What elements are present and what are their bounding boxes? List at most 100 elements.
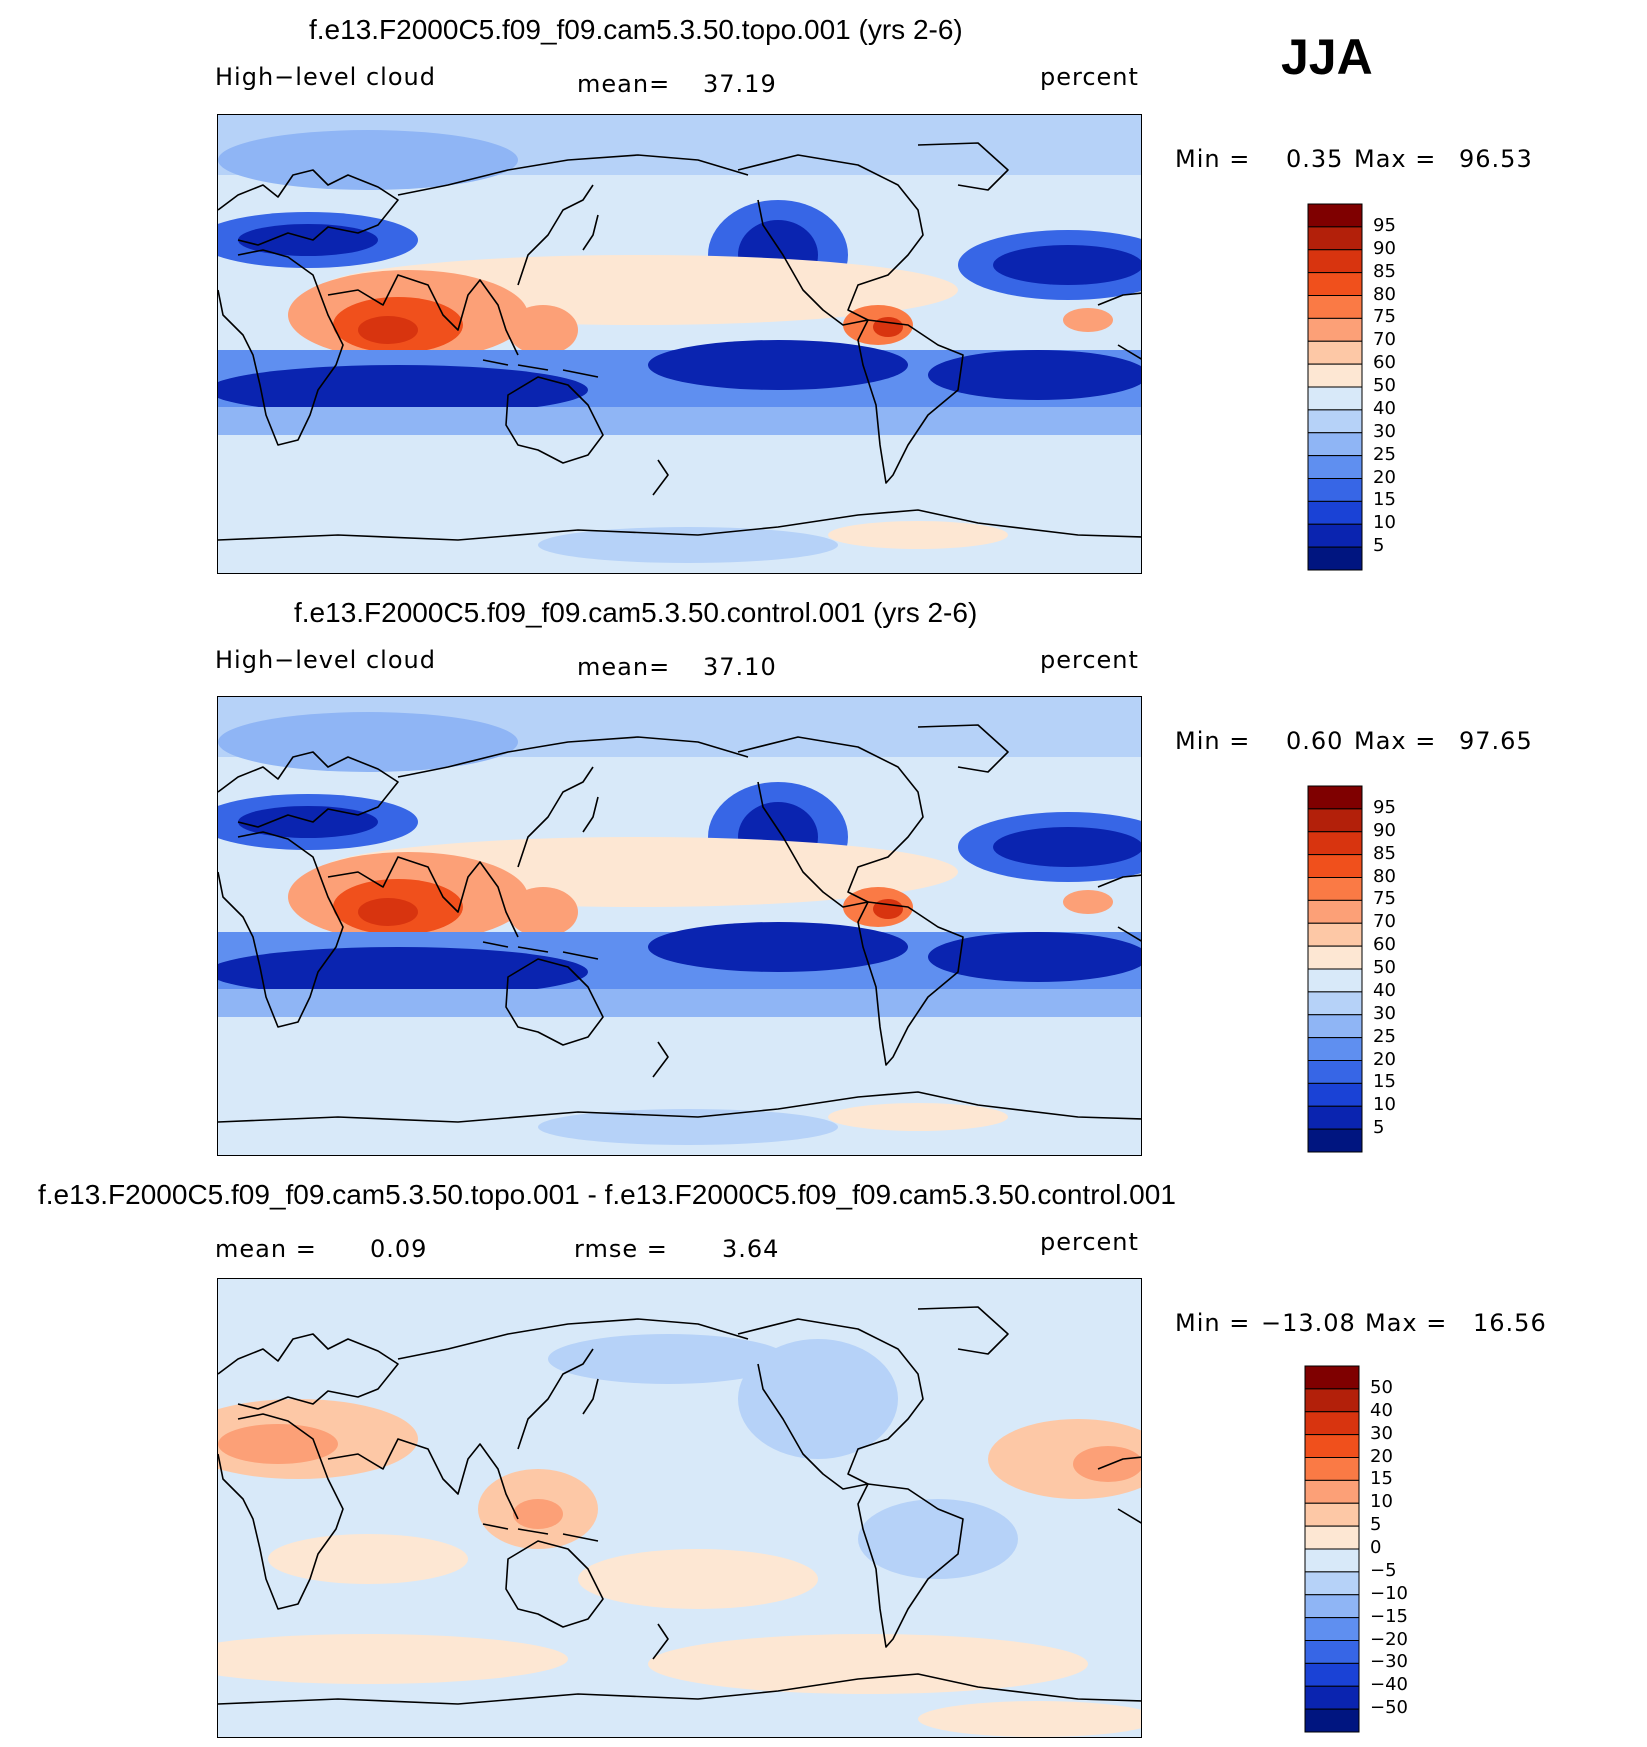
panel2-max-label: Max = xyxy=(1354,727,1437,755)
panel1-min-label: Min = xyxy=(1175,145,1251,173)
colorbar-swatch xyxy=(1307,1082,1363,1107)
colorbar-swatch xyxy=(1304,1388,1360,1413)
colorbar-level-label: 40 xyxy=(1373,979,1396,1001)
colorbar-swatch xyxy=(1307,899,1363,924)
colorbar-level-label: 0 xyxy=(1370,1537,1382,1558)
panel3-min-value: −13.08 xyxy=(1261,1309,1356,1337)
panel3-max-label: Max = xyxy=(1365,1309,1448,1337)
colorbar-level-label: −50 xyxy=(1370,1697,1408,1719)
colorbar-swatch xyxy=(1307,432,1363,457)
colorbar-level-label: −5 xyxy=(1370,1559,1397,1581)
colorbar-swatch xyxy=(1304,1502,1360,1527)
colorbar-swatch xyxy=(1304,1434,1360,1458)
panel1-max-label: Max = xyxy=(1354,145,1437,173)
panel1-colorbar: 95 90 85 80 75 70 60 50 40 30 25 20 15 10 5 xyxy=(1307,203,1447,571)
colorbar-level-label: 50 xyxy=(1370,1376,1393,1398)
panel1-min-value: 0.35 xyxy=(1286,145,1344,173)
colorbar-level-label: 5 xyxy=(1373,1117,1385,1139)
colorbar-level-label: 75 xyxy=(1373,306,1396,328)
colorbar-swatch xyxy=(1304,1685,1360,1710)
panel3-map xyxy=(217,1278,1142,1738)
colorbar-swatch xyxy=(1307,991,1363,1016)
panel3-mean-value: 0.09 xyxy=(370,1235,428,1263)
panel2-max-value: 97.65 xyxy=(1459,727,1533,755)
colorbar-level-label: 80 xyxy=(1373,865,1396,887)
panel1-map xyxy=(217,114,1142,574)
colorbar-level-label: 70 xyxy=(1373,911,1396,933)
colorbar-swatch xyxy=(1307,808,1363,833)
colorbar-swatch xyxy=(1307,1128,1363,1153)
colorbar-swatch xyxy=(1307,500,1363,525)
colorbar-level-label: 40 xyxy=(1373,397,1396,419)
colorbar-level-label: 95 xyxy=(1373,214,1396,236)
colorbar-swatch xyxy=(1304,1617,1360,1641)
colorbar-level-label: 75 xyxy=(1373,888,1396,910)
colorbar-swatch xyxy=(1307,1060,1363,1084)
colorbar-swatch xyxy=(1304,1479,1360,1504)
colorbar-swatch xyxy=(1307,546,1363,571)
panel2-colorbar: 95 90 85 80 75 70 60 50 40 30 25 20 15 10 5 xyxy=(1307,785,1447,1153)
colorbar-swatch xyxy=(1307,1037,1363,1061)
colorbar-swatch xyxy=(1307,317,1363,342)
panel2-min-value: 0.60 xyxy=(1286,727,1344,755)
colorbar-swatch xyxy=(1307,272,1363,296)
panel2-map xyxy=(217,696,1142,1156)
colorbar-swatch xyxy=(1307,1014,1363,1039)
colorbar-level-label: 20 xyxy=(1373,1048,1396,1070)
colorbar-level-label: 50 xyxy=(1373,957,1396,978)
colorbar-swatch xyxy=(1304,1411,1360,1436)
colorbar-level-label: 85 xyxy=(1373,842,1396,864)
panel1-units: percent xyxy=(1040,63,1139,91)
colorbar-swatch xyxy=(1307,478,1363,502)
colorbar-swatch xyxy=(1307,785,1363,810)
colorbar-level-label: 30 xyxy=(1373,420,1396,442)
colorbar-level-label: −30 xyxy=(1370,1651,1408,1673)
colorbar-level-label: −15 xyxy=(1370,1605,1408,1627)
panel2-title: f.e13.F2000C5.f09_f09.cam5.3.50.control.… xyxy=(294,597,978,628)
colorbar-swatch xyxy=(1307,409,1363,434)
colorbar-level-label: 30 xyxy=(1373,1002,1396,1024)
panel2-mean-value: 37.10 xyxy=(703,653,777,681)
colorbar-level-label: 80 xyxy=(1373,283,1396,305)
panel2-variable-label: High−level cloud xyxy=(215,646,436,674)
panel3-max-value: 16.56 xyxy=(1473,1309,1547,1337)
colorbar-swatch xyxy=(1307,249,1363,274)
colorbar-level-label: 50 xyxy=(1373,375,1396,396)
colorbar-level-label: 25 xyxy=(1373,1025,1396,1047)
colorbar-swatch xyxy=(1304,1525,1360,1550)
colorbar-level-label: 10 xyxy=(1373,1094,1396,1116)
colorbar-swatch xyxy=(1307,455,1363,479)
colorbar-swatch xyxy=(1304,1640,1360,1664)
colorbar-swatch xyxy=(1304,1594,1360,1619)
panel3-rmse-label: rmse = xyxy=(574,1235,668,1263)
panel1-max-value: 96.53 xyxy=(1459,145,1533,173)
colorbar-swatch xyxy=(1304,1662,1360,1687)
colorbar-swatch xyxy=(1307,877,1363,901)
panel3-mean-label: mean = xyxy=(215,1235,317,1263)
colorbar-level-label: −20 xyxy=(1370,1628,1408,1650)
colorbar-level-label: 10 xyxy=(1373,512,1396,534)
panel1-mean-label: mean= xyxy=(577,70,671,98)
colorbar-swatch xyxy=(1304,1571,1360,1596)
colorbar-level-label: 90 xyxy=(1373,819,1396,841)
colorbar-level-label: 90 xyxy=(1373,237,1396,259)
colorbar-swatch xyxy=(1307,295,1363,319)
colorbar-level-label: 60 xyxy=(1373,934,1396,956)
panel3-rmse-value: 3.64 xyxy=(722,1235,780,1263)
panel3-units: percent xyxy=(1040,1228,1139,1256)
panel2-units: percent xyxy=(1040,646,1139,674)
colorbar-level-label: 60 xyxy=(1373,352,1396,374)
colorbar-swatch xyxy=(1307,523,1363,548)
colorbar-swatch xyxy=(1307,340,1363,365)
colorbar-level-label: 15 xyxy=(1370,1468,1393,1490)
colorbar-swatch xyxy=(1307,945,1363,970)
colorbar-level-label: −40 xyxy=(1370,1674,1408,1696)
colorbar-level-label: 20 xyxy=(1373,466,1396,488)
panel3-min-label: Min = xyxy=(1175,1309,1251,1337)
colorbar-level-label: 30 xyxy=(1370,1422,1393,1444)
panel3-title: f.e13.F2000C5.f09_f09.cam5.3.50.topo.001… xyxy=(38,1179,1176,1210)
colorbar-swatch xyxy=(1304,1365,1360,1390)
colorbar-level-label: 25 xyxy=(1373,443,1396,465)
colorbar-level-label: 20 xyxy=(1370,1445,1393,1467)
colorbar-level-label: −10 xyxy=(1370,1582,1408,1604)
